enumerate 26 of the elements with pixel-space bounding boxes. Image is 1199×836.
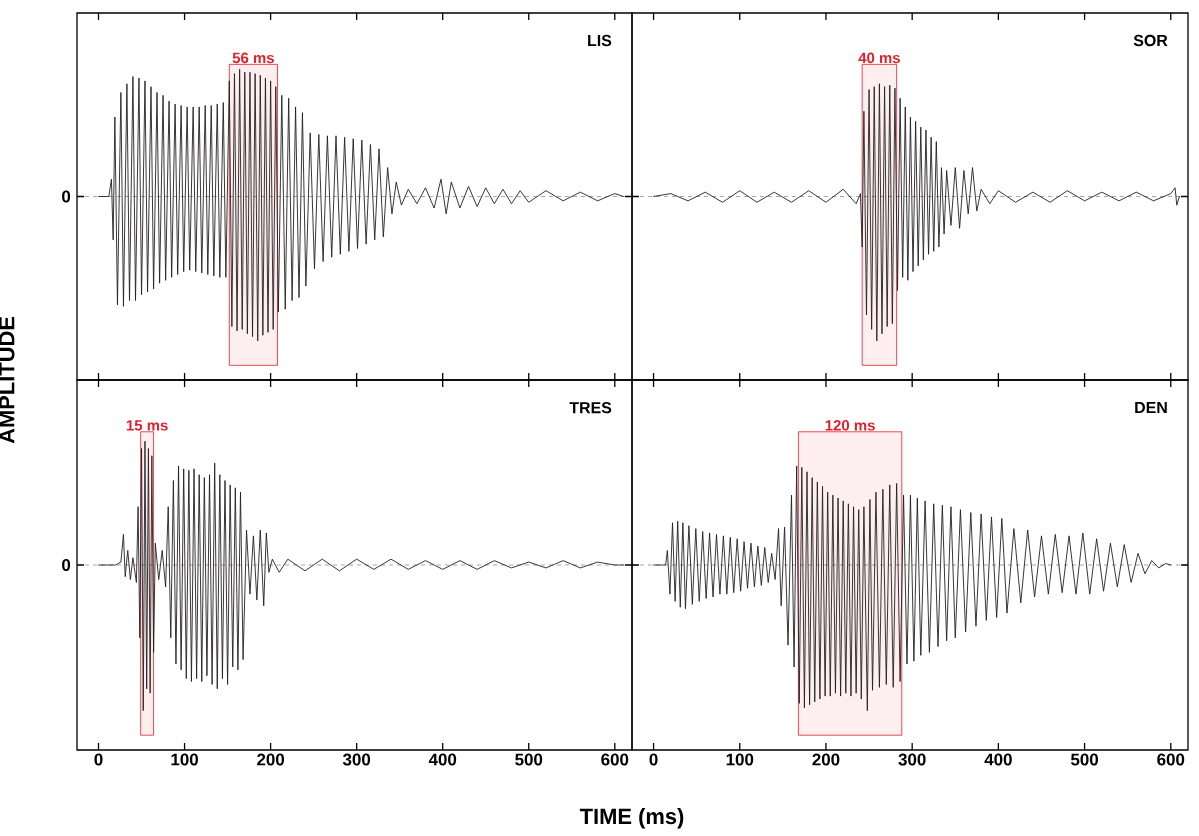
x-tick-label: 200 xyxy=(257,753,285,766)
y-axis-title: AMPLITUDE xyxy=(0,316,15,444)
x-tick-label: 200 xyxy=(812,753,840,766)
ref-line-label: 0 xyxy=(62,559,71,571)
x-tick-label: 300 xyxy=(342,753,371,766)
x-tick-label: 100 xyxy=(726,753,754,766)
x-tick-label: 400 xyxy=(984,753,1012,766)
x-tick-label: 500 xyxy=(1070,753,1098,766)
chart-title: SOR xyxy=(1133,34,1168,47)
band-label: 40 ms xyxy=(858,52,900,64)
band-label: 56 ms xyxy=(232,52,274,64)
x-tick-label: 600 xyxy=(601,753,629,766)
band-label: 120 ms xyxy=(825,420,875,431)
x-tick-label: 600 xyxy=(1157,753,1185,766)
chart-title: DEN xyxy=(1135,402,1167,413)
x-tick-label: 0 xyxy=(94,753,103,766)
x-tick-label: 300 xyxy=(898,753,926,766)
x-axis-title: TIME (ms) xyxy=(579,808,684,829)
band-label: 15 ms xyxy=(126,420,168,431)
x-tick-label: 0 xyxy=(649,753,658,766)
x-tick-label: 400 xyxy=(428,753,457,766)
x-tick-label: 100 xyxy=(171,753,198,766)
chart-title: TRES xyxy=(569,402,612,414)
chart-title: LIS xyxy=(588,34,612,47)
ref-line-label: 0 xyxy=(62,190,71,203)
x-tick-label: 500 xyxy=(515,753,543,766)
